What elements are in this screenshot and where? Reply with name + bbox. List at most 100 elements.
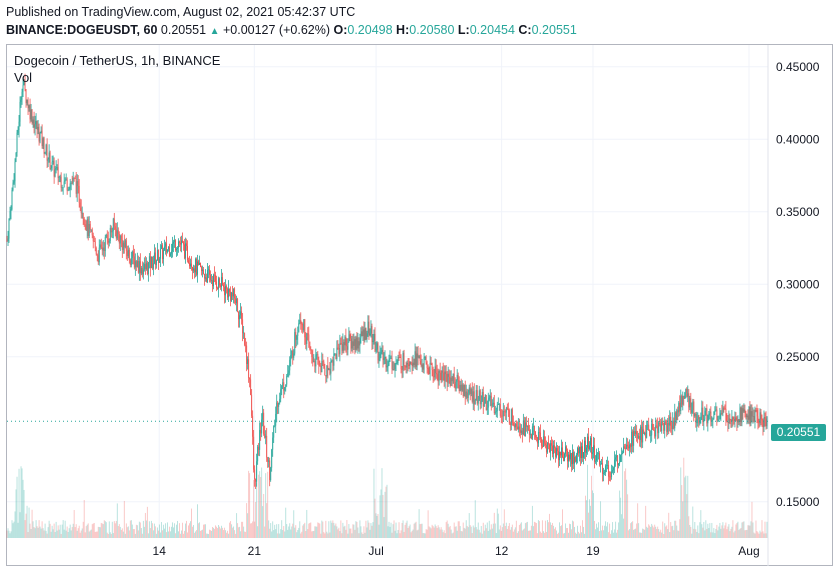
volume-bar bbox=[618, 522, 620, 538]
candle-body bbox=[674, 412, 676, 429]
volume-bar bbox=[51, 525, 53, 538]
volume-bar bbox=[234, 530, 236, 538]
chart-frame[interactable] bbox=[6, 44, 833, 566]
candle-body bbox=[367, 321, 369, 334]
volume-bar bbox=[231, 524, 233, 538]
candle-body bbox=[404, 365, 406, 367]
candle-body bbox=[474, 400, 476, 405]
candle-body bbox=[93, 241, 95, 242]
candle-body bbox=[147, 262, 149, 274]
candle-body bbox=[150, 256, 152, 268]
volume-bar bbox=[433, 527, 435, 538]
volume-bar bbox=[259, 471, 261, 538]
candle-body bbox=[89, 223, 91, 230]
volume-bar bbox=[468, 513, 470, 538]
volume-bar bbox=[695, 529, 697, 538]
candle-body bbox=[370, 326, 372, 334]
volume-bar bbox=[625, 468, 627, 538]
volume-bar bbox=[720, 528, 722, 538]
volume-bar bbox=[265, 473, 267, 538]
volume-bar bbox=[614, 529, 616, 538]
volume-bar bbox=[765, 533, 767, 538]
volume-bar bbox=[294, 527, 296, 538]
candle-body bbox=[270, 467, 272, 481]
candle-body bbox=[130, 258, 132, 265]
volume-bar bbox=[92, 523, 94, 538]
candle-body bbox=[433, 376, 435, 378]
volume-bar bbox=[736, 523, 738, 538]
time-axis: 14 21 Jul 12 19 Aug bbox=[153, 544, 760, 558]
volume-bar bbox=[232, 527, 234, 538]
candle-body bbox=[392, 369, 394, 370]
candle-body bbox=[337, 347, 339, 349]
candle-body bbox=[193, 268, 194, 271]
candle-body bbox=[540, 439, 542, 446]
volume-bar bbox=[39, 526, 41, 538]
volume-bar bbox=[654, 524, 656, 538]
candle-body bbox=[320, 365, 322, 373]
candle-body bbox=[471, 389, 473, 402]
candle-body bbox=[511, 409, 513, 423]
volume-bar bbox=[248, 470, 250, 538]
volume-bar bbox=[424, 533, 426, 538]
candle-body bbox=[461, 384, 463, 391]
candle-body bbox=[707, 415, 709, 424]
volume-bar bbox=[86, 524, 88, 538]
last-price-tag: 0.20551 bbox=[771, 424, 826, 441]
candle-body bbox=[111, 231, 113, 233]
candle-body bbox=[357, 341, 359, 349]
volume-bar bbox=[22, 479, 24, 538]
volume-bar bbox=[728, 524, 730, 538]
candle-body bbox=[486, 407, 488, 410]
candle-body bbox=[266, 435, 268, 458]
candle-body bbox=[643, 429, 645, 434]
volume-bar bbox=[438, 527, 440, 538]
volume-bar bbox=[500, 530, 502, 538]
candle-body bbox=[157, 249, 159, 263]
candle-body bbox=[636, 431, 638, 435]
volume-bar bbox=[586, 500, 587, 538]
volume-bar bbox=[272, 521, 274, 538]
candle-body bbox=[729, 418, 731, 420]
candle-body bbox=[81, 212, 83, 214]
candle-body bbox=[638, 436, 640, 439]
candle-body bbox=[284, 387, 286, 391]
candle-body bbox=[546, 442, 548, 453]
volume-bar bbox=[601, 530, 603, 538]
volume-bar bbox=[707, 523, 709, 538]
volume-bar bbox=[289, 523, 291, 538]
volume-bar bbox=[180, 533, 181, 538]
candle-body bbox=[203, 269, 204, 274]
candle-body bbox=[503, 411, 505, 412]
candle-body bbox=[662, 421, 664, 424]
candle-body bbox=[83, 218, 85, 225]
volume-bar bbox=[509, 529, 511, 538]
candle-body bbox=[288, 370, 290, 374]
candle-body bbox=[536, 437, 538, 444]
candle-body bbox=[36, 121, 38, 130]
candle-body bbox=[167, 246, 169, 250]
volume-bar bbox=[545, 531, 547, 538]
candle-body bbox=[30, 109, 32, 120]
volume-bar bbox=[17, 522, 19, 538]
close-label: C: bbox=[518, 23, 532, 37]
candle-body bbox=[164, 243, 166, 247]
volume-bar bbox=[724, 525, 726, 538]
volume-bar bbox=[83, 500, 85, 538]
candle-body bbox=[551, 445, 553, 455]
x-tick-label: Aug bbox=[738, 544, 759, 558]
volume-bar bbox=[46, 533, 48, 538]
candle-body bbox=[70, 183, 72, 184]
candle-body bbox=[358, 341, 360, 346]
volume-bar bbox=[290, 529, 292, 538]
candle-body bbox=[664, 421, 666, 431]
candle-body bbox=[112, 218, 114, 232]
candle-body bbox=[410, 362, 412, 364]
candle-body bbox=[329, 368, 331, 374]
volume-bar bbox=[648, 524, 650, 538]
volume-bar bbox=[159, 532, 161, 538]
candle-body bbox=[600, 464, 602, 466]
volume-bar bbox=[510, 527, 512, 538]
volume-bar bbox=[31, 509, 33, 538]
